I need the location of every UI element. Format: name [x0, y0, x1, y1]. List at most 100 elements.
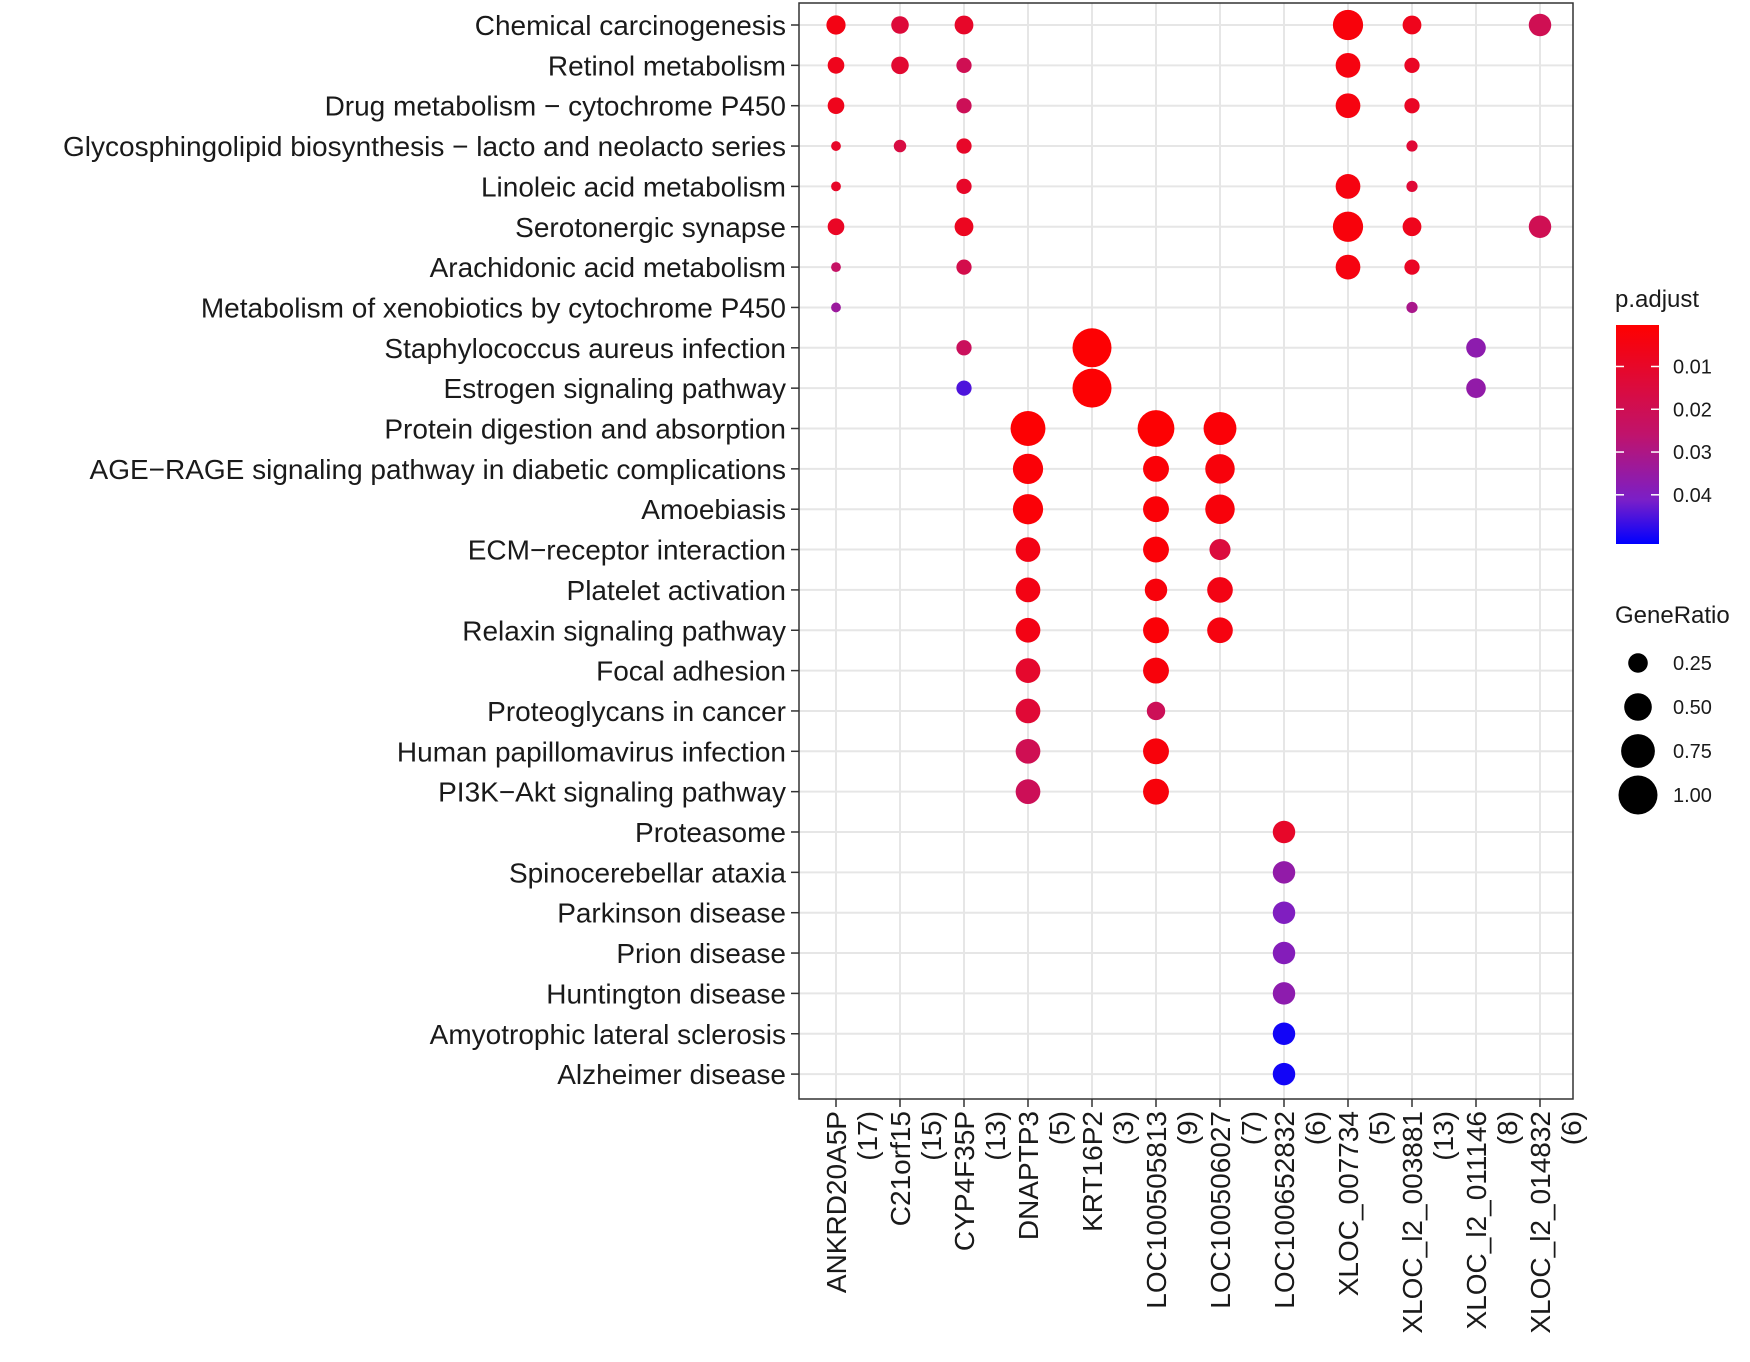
y-label-metabolism-of-xenobiotics-by-cytochrome-p450: Metabolism of xenobiotics by cytochrome … — [201, 292, 786, 323]
p-adjust-legend-title: p.adjust — [1615, 286, 1699, 313]
size-legend-dot — [1628, 653, 1648, 673]
x-label-xloc-l2-003881: XLOC_l2_003881 — [1397, 1111, 1428, 1334]
dot-xloc-l2-003881-serotonergic-synapse — [1402, 217, 1422, 237]
x-label-xloc-l2-011146: XLOC_l2_011146 — [1461, 1111, 1492, 1329]
y-label-pi3k-akt-signaling-pathway: PI3K−Akt signaling pathway — [438, 777, 786, 808]
x-count-cyp4f35p: (13) — [980, 1111, 1011, 1161]
dot-xloc-007734-linoleic-acid-metabolism — [1335, 174, 1361, 199]
dot-loc100505813-amoebiasis — [1143, 496, 1169, 523]
dot-loc100652832-alzheimer-disease — [1272, 1062, 1296, 1086]
dot-loc100505813-ecm-receptor-interaction — [1143, 536, 1169, 563]
dot-loc100505813-age-rage-signaling-pathway-in-diabetic-complications — [1143, 455, 1169, 482]
x-label-c21orf15: C21orf15 — [885, 1111, 916, 1226]
dot-cyp4f35p-staphylococcus-aureus-infection — [956, 340, 972, 356]
dot-dnaptp3-protein-digestion-and-absorption — [1010, 411, 1046, 446]
dot-dnaptp3-ecm-receptor-interaction — [1015, 537, 1041, 562]
dot-xloc-l2-003881-linoleic-acid-metabolism — [1406, 180, 1418, 193]
dot-loc100506027-ecm-receptor-interaction — [1209, 539, 1231, 561]
dot-loc100506027-age-rage-signaling-pathway-in-diabetic-complications — [1205, 454, 1235, 484]
y-label-proteoglycans-in-cancer: Proteoglycans in cancer — [487, 696, 786, 727]
y-label-serotonergic-synapse: Serotonergic synapse — [515, 212, 786, 243]
dot-xloc-l2-003881-glycosphingolipid-biosynthesis-lacto-and-neolacto-series — [1406, 140, 1418, 152]
x-count-c21orf15: (15) — [916, 1111, 947, 1161]
dot-cyp4f35p-drug-metabolism-cytochrome-p450 — [956, 98, 972, 114]
y-label-human-papillomavirus-infection: Human papillomavirus infection — [397, 736, 786, 767]
dot-xloc-l2-003881-drug-metabolism-cytochrome-p450 — [1404, 98, 1420, 114]
dot-loc100505813-protein-digestion-and-absorption — [1137, 410, 1175, 447]
plot-border — [798, 2, 1574, 1100]
dot-loc100652832-prion-disease — [1272, 941, 1296, 965]
dot-loc100652832-spinocerebellar-ataxia — [1272, 861, 1296, 884]
x-label-loc100652832: LOC100652832 — [1269, 1111, 1300, 1309]
dot-xloc-007734-retinol-metabolism — [1335, 52, 1361, 78]
dot-dnaptp3-proteoglycans-in-cancer — [1015, 698, 1041, 724]
dot-ankrd20a5p-drug-metabolism-cytochrome-p450 — [827, 97, 845, 115]
dot-loc100506027-protein-digestion-and-absorption — [1203, 412, 1237, 445]
dot-ankrd20a5p-arachidonic-acid-metabolism — [831, 262, 841, 272]
y-label-arachidonic-acid-metabolism: Arachidonic acid metabolism — [430, 252, 786, 283]
x-label-xloc-007734: XLOC_007734 — [1333, 1111, 1364, 1296]
dot-ankrd20a5p-chemical-carcinogenesis — [826, 15, 846, 35]
colorbar-tick-label: 0.03 — [1673, 442, 1712, 464]
colorbar-tick-label: 0.01 — [1673, 356, 1712, 378]
y-label-focal-adhesion: Focal adhesion — [596, 656, 786, 687]
x-label-loc100506027: LOC100506027 — [1205, 1111, 1236, 1309]
dot-ankrd20a5p-retinol-metabolism — [827, 57, 845, 74]
x-count-xloc-l2-011146: (8) — [1492, 1111, 1523, 1145]
dot-cyp4f35p-arachidonic-acid-metabolism — [956, 259, 972, 275]
dot-ankrd20a5p-metabolism-of-xenobiotics-by-cytochrome-p450 — [831, 302, 841, 313]
dot-xloc-l2-003881-chemical-carcinogenesis — [1402, 15, 1422, 35]
y-label-chemical-carcinogenesis: Chemical carcinogenesis — [475, 10, 786, 41]
y-label-ecm-receptor-interaction: ECM−receptor interaction — [468, 535, 786, 566]
dot-dnaptp3-amoebiasis — [1012, 494, 1044, 525]
p-adjust-colorbar — [1616, 325, 1659, 544]
dot-xloc-l2-014832-serotonergic-synapse — [1528, 215, 1552, 238]
size-legend-label: 0.75 — [1673, 741, 1712, 763]
p-adjust-legend: p.adjust 0.01 0.02 0.03 0.04 — [1615, 286, 1712, 544]
dot-c21orf15-glycosphingolipid-biosynthesis-lacto-and-neolacto-series — [893, 139, 907, 153]
y-label-spinocerebellar-ataxia: Spinocerebellar ataxia — [509, 857, 786, 888]
dot-loc100506027-amoebiasis — [1205, 494, 1235, 524]
dot-dnaptp3-relaxin-signaling-pathway — [1015, 617, 1041, 643]
dot-c21orf15-retinol-metabolism — [891, 56, 909, 75]
dot-c21orf15-chemical-carcinogenesis — [891, 16, 909, 34]
x-count-xloc-l2-003881: (13) — [1428, 1111, 1459, 1161]
x-axis: ANKRD20A5P (17) C21orf15 (15) CYP4F35P (13) DN… — [821, 1099, 1587, 1334]
dot-cyp4f35p-chemical-carcinogenesis — [954, 15, 974, 35]
y-label-protein-digestion-and-absorption: Protein digestion and absorption — [384, 414, 786, 445]
dot-loc100505813-proteoglycans-in-cancer — [1146, 701, 1166, 721]
dot-loc100505813-focal-adhesion — [1143, 657, 1169, 684]
y-label-alzheimer-disease: Alzheimer disease — [557, 1059, 786, 1090]
y-label-huntington-disease: Huntington disease — [546, 978, 786, 1009]
dot-loc100505813-pi3k-akt-signaling-pathway — [1143, 778, 1169, 805]
x-label-cyp4f35p: CYP4F35P — [949, 1111, 980, 1251]
size-legend-label: 1.00 — [1673, 785, 1712, 807]
x-label-xloc-l2-014832: XLOC_l2_014832 — [1525, 1111, 1556, 1334]
dot-loc100506027-relaxin-signaling-pathway — [1207, 617, 1233, 644]
x-count-loc100506027: (7) — [1236, 1111, 1267, 1145]
x-count-loc100652832: (6) — [1300, 1111, 1331, 1145]
dot-loc100505813-platelet-activation — [1144, 578, 1168, 602]
x-label-dnaptp3: DNAPTP3 — [1013, 1111, 1044, 1240]
dot-loc100652832-amyotrophic-lateral-sclerosis — [1272, 1022, 1296, 1045]
x-count-xloc-007734: (5) — [1364, 1111, 1395, 1145]
dot-loc100506027-platelet-activation — [1207, 577, 1233, 603]
dot-loc100652832-huntington-disease — [1272, 982, 1296, 1005]
x-count-loc100505813: (9) — [1172, 1111, 1203, 1145]
y-label-amoebiasis: Amoebiasis — [641, 494, 786, 525]
y-axis: Chemical carcinogenesis Retinol metabolis… — [63, 10, 799, 1090]
dot-xloc-007734-arachidonic-acid-metabolism — [1335, 254, 1361, 280]
dot-cyp4f35p-serotonergic-synapse — [954, 217, 974, 237]
dot-ankrd20a5p-linoleic-acid-metabolism — [831, 181, 841, 192]
dot-loc100505813-relaxin-signaling-pathway — [1143, 617, 1169, 644]
dot-loc100652832-proteasome — [1272, 820, 1296, 844]
dot-cyp4f35p-retinol-metabolism — [956, 57, 972, 73]
y-label-prion-disease: Prion disease — [616, 938, 786, 969]
x-count-krt16p2: (3) — [1108, 1111, 1139, 1145]
dot-krt16p2-staphylococcus-aureus-infection — [1072, 328, 1112, 368]
x-count-xloc-l2-014832: (6) — [1556, 1111, 1587, 1145]
gene-ratio-legend-title: GeneRatio — [1615, 602, 1730, 629]
dot-cyp4f35p-linoleic-acid-metabolism — [956, 178, 972, 195]
dot-loc100652832-parkinson-disease — [1272, 901, 1296, 924]
